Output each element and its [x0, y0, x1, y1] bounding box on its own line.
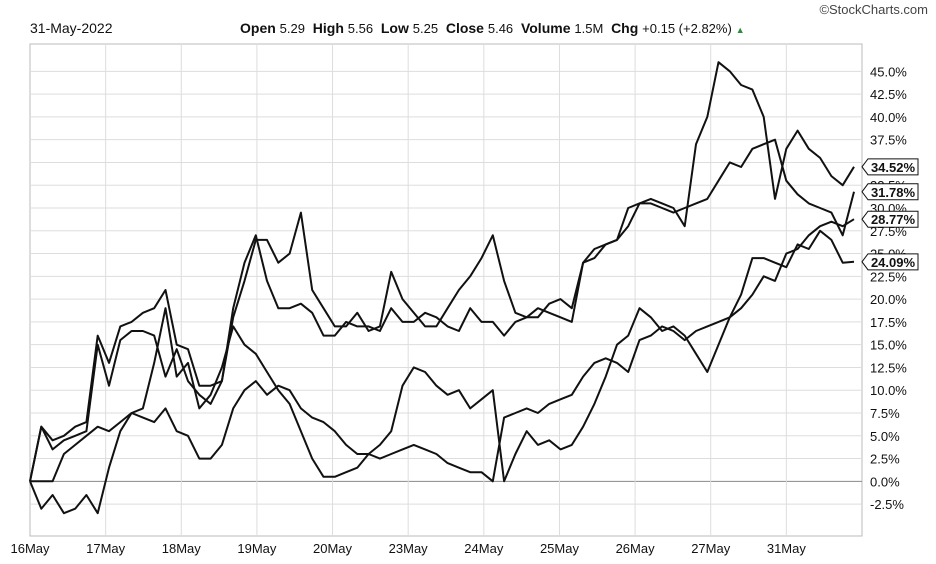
up-arrow-icon: ▲	[735, 25, 745, 35]
y-tick-label: 20.0%	[870, 292, 907, 307]
x-tick-label: 20May	[313, 541, 353, 556]
source-label: ©StockCharts.com	[819, 2, 928, 17]
series-line	[29, 229, 855, 515]
x-tick-label: 18May	[162, 541, 202, 556]
volume-value: 1.5M	[574, 21, 604, 36]
series-end-label: 24.09%	[871, 255, 916, 270]
series-end-tag	[861, 183, 919, 201]
y-tick-label: 2.5%	[870, 452, 900, 467]
chart-date: 31-May-2022	[30, 20, 113, 36]
y-tick-label: 40.0%	[870, 110, 907, 125]
low-label: Low	[380, 20, 409, 36]
x-tick-label: 25May	[540, 541, 580, 556]
series-line	[29, 138, 855, 482]
x-tick-label: 16May	[10, 541, 50, 556]
x-tick-label: 26May	[616, 541, 656, 556]
high-value: 5.56	[347, 21, 374, 36]
close-label: Close	[445, 20, 484, 36]
y-tick-label: 42.5%	[870, 87, 907, 102]
chg-value: +0.15 (+2.82%)	[642, 21, 732, 36]
x-tick-label: 19May	[237, 541, 277, 556]
plot-frame	[29, 43, 863, 537]
open-label: Open	[240, 20, 276, 36]
x-tick-label: 24May	[464, 541, 504, 556]
y-tick-label: 45.0%	[870, 64, 907, 79]
series-end-label: 34.52%	[871, 160, 916, 175]
low-value: 5.25	[412, 21, 439, 36]
close-value: 5.46	[487, 21, 514, 36]
x-tick-label: 23May	[389, 541, 429, 556]
series-end-label: 28.77%	[871, 212, 916, 227]
y-tick-label: 7.5%	[870, 406, 900, 421]
volume-label: Volume	[520, 20, 571, 36]
y-tick-label: 22.5%	[870, 269, 907, 284]
y-tick-label: 37.5%	[870, 133, 907, 148]
series-end-label: 31.78%	[871, 185, 916, 200]
ohlc-summary: Open 5.29 High 5.56 Low 5.25 Close 5.46 …	[240, 20, 745, 36]
x-tick-label: 31May	[767, 541, 807, 556]
y-tick-label: -2.5%	[870, 497, 904, 512]
open-value: 5.29	[279, 21, 305, 36]
series-end-tag	[861, 210, 919, 228]
y-tick-label: 17.5%	[870, 315, 907, 330]
series-line	[30, 218, 855, 483]
series-line	[29, 61, 855, 482]
y-tick-label: 15.0%	[870, 338, 907, 353]
x-tick-label: 27May	[691, 541, 731, 556]
chg-label: Chg	[611, 20, 639, 36]
y-tick-label: 5.0%	[870, 429, 900, 444]
x-tick-label: 17May	[86, 541, 126, 556]
y-tick-label: 10.0%	[870, 383, 907, 398]
series-end-tag	[861, 253, 919, 271]
high-label: High	[312, 20, 344, 36]
y-tick-label: 0.0%	[870, 474, 900, 489]
y-tick-label: 12.5%	[870, 360, 907, 375]
series-end-tag	[861, 158, 919, 176]
